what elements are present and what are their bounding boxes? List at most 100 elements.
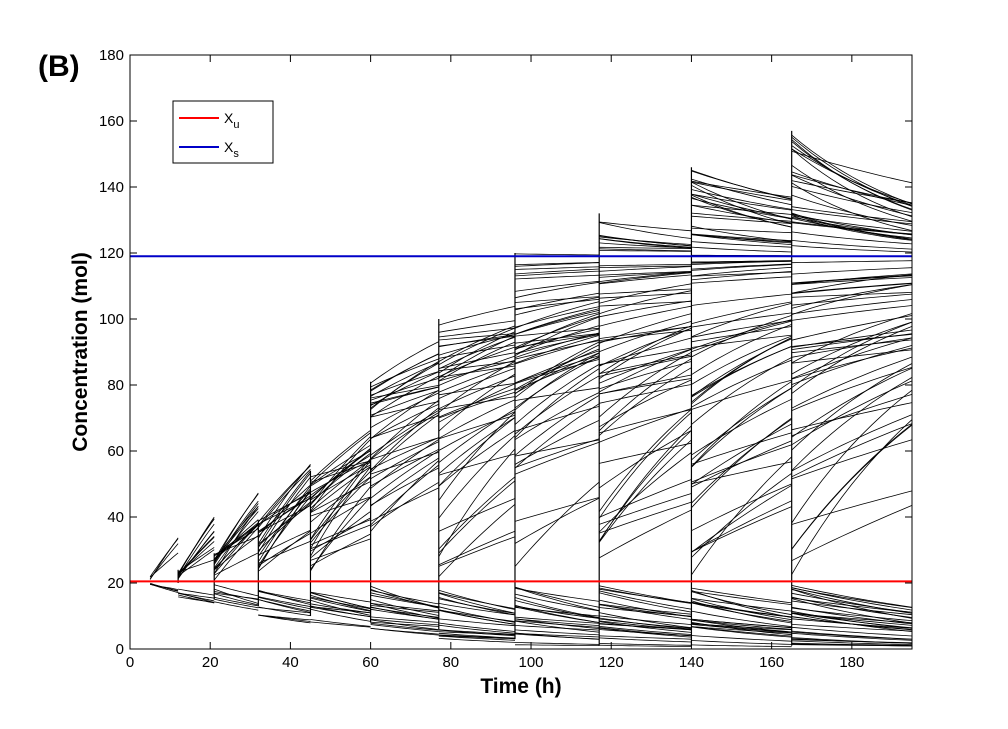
trajectory-line [514,301,600,329]
trajectory-line [691,601,792,618]
trajectory-line [257,496,311,566]
trajectory-line [791,423,913,550]
trajectory-line [791,240,913,250]
trajectory-line [258,502,311,552]
trajectory-line [599,621,692,633]
trajectory-line [514,296,600,316]
trajectory-line [791,585,913,608]
trajectory-line [791,231,913,245]
trajectory-line [177,549,215,577]
trajectory-line [791,283,913,294]
trajectory-line [149,552,179,578]
trajectory-line [438,503,516,577]
trajectory-line [791,245,913,253]
trajectory-line [310,486,371,572]
trajectory-line [370,353,439,391]
trajectory-line [514,607,600,617]
trajectory-line [310,444,371,486]
trajectory-line [599,321,692,353]
trajectory-line [438,634,516,639]
trajectory-line [514,616,600,624]
trajectory-line [599,246,692,249]
trajectory-line [370,414,440,473]
trajectory-line [258,533,311,567]
trajectory-line [691,444,792,483]
x-tick-label: 40 [282,654,299,671]
trajectory-line [258,484,311,537]
trajectory-line [310,517,371,552]
trajectory-line [370,588,439,609]
trajectory-line [214,552,259,576]
trajectory-line [514,368,600,439]
trajectory-line [598,452,692,533]
trajectory-line [214,598,259,609]
trajectory-line [598,425,692,543]
trajectory-line [213,505,259,574]
trajectory-line [599,271,692,276]
trajectory-line [514,306,600,328]
trajectory-line [791,394,913,437]
trajectory-line [258,607,311,614]
trajectory-line [514,481,600,567]
trajectory-line [514,281,600,299]
trajectory-line [599,592,692,613]
trajectory-line [310,496,371,517]
trajectory-line [515,644,600,646]
trajectory-line [791,490,913,525]
trajectory-line [514,316,600,357]
trajectory-line [438,341,516,382]
trajectory-line [791,402,913,431]
trajectory-line [514,341,600,395]
trajectory-line [599,590,692,610]
trajectory-line [438,629,516,637]
trajectory-line [691,618,792,629]
trajectory-line [691,626,792,638]
trajectory-line [438,414,516,440]
trajectory-line [438,598,516,614]
trajectory-line [213,519,259,560]
trajectory-line [514,606,600,623]
trajectory-line [599,238,692,248]
trajectory-line [691,590,792,618]
trajectory-line [598,439,692,543]
trajectory-line [599,300,692,318]
trajectory-line [438,361,516,372]
trajectory-line [438,592,516,609]
trajectory-line [214,584,259,597]
trajectory-line [791,414,913,472]
trajectory-line [438,536,516,567]
trajectory-line [691,440,792,488]
trajectory-line [691,320,792,353]
trajectory-line [257,465,311,527]
trajectory-line [514,620,600,633]
trajectory-line [438,365,516,378]
trajectory-line [514,605,600,619]
trajectory-line [514,593,600,612]
trajectory-line [791,321,913,375]
trajectory-line [691,626,792,637]
x-axis-title: Time (h) [480,675,561,698]
trajectory-line [514,274,600,280]
trajectory-line [791,607,913,621]
trajectory-line [178,588,215,596]
trajectory-line [370,451,439,475]
trajectory-line [599,626,692,635]
trajectory-line [310,429,371,482]
trajectory-line [599,222,692,239]
trajectory-line [514,253,600,256]
trajectory-line [691,320,792,338]
trajectory-line [599,292,692,299]
trajectory-line [438,411,516,451]
trajectory-line [791,321,913,389]
trajectory-line [438,355,516,386]
trajectory-line [791,389,913,524]
trajectory-line [791,367,913,411]
trajectory-line [258,498,311,525]
trajectory-line [370,358,439,388]
trajectory-line [791,626,913,637]
trajectory-line [213,492,259,563]
legend-box [172,100,274,164]
x-tick-label: 0 [126,654,134,671]
trajectory-line [514,403,600,469]
